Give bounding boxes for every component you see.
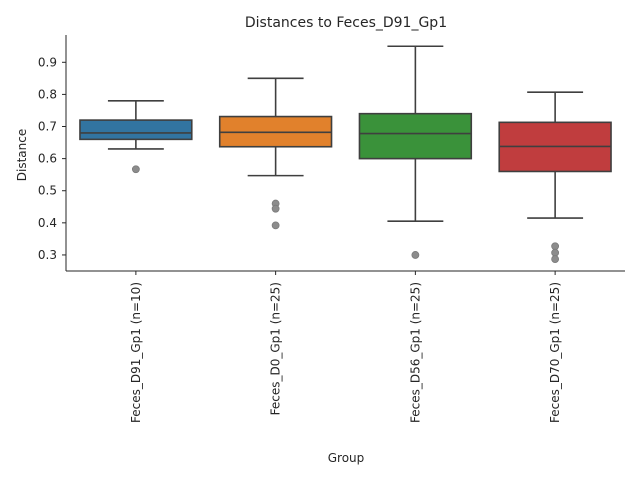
box-group	[498, 91, 612, 264]
x-tick-label: Feces_D91_Gp1 (n=10)	[129, 282, 143, 423]
x-tick-label: Feces_D56_Gp1 (n=25)	[408, 282, 422, 423]
boxes	[79, 45, 612, 264]
box-iqr	[358, 112, 473, 160]
y-tick-label: 0.6	[38, 152, 57, 166]
box-group	[218, 77, 333, 230]
outlier-point	[551, 248, 560, 257]
y-tick-label: 0.9	[38, 55, 57, 69]
x-tick-label: Feces_D70_Gp1 (n=25)	[548, 282, 562, 423]
x-tick-label: Feces_D0_Gp1 (n=25)	[269, 282, 283, 415]
outlier-point	[551, 255, 560, 264]
chart-title: Distances to Feces_D91_Gp1	[245, 15, 447, 31]
y-tick-label: 0.7	[38, 120, 57, 134]
outlier-point	[411, 251, 420, 259]
outlier-point	[271, 204, 280, 213]
x-axis-label: Group	[328, 451, 365, 465]
y-axis-ticks: 0.3 0.4 0.5 0.6 0.7 0.8 0.9	[38, 55, 66, 262]
outlier-point	[131, 165, 140, 174]
y-tick-label: 0.5	[38, 184, 57, 198]
box-group	[79, 100, 193, 174]
outlier-point	[271, 221, 280, 230]
y-axis-label: Distance	[15, 129, 29, 181]
box-group	[358, 45, 473, 259]
y-tick-label: 0.4	[38, 216, 57, 230]
outlier-point	[551, 242, 560, 251]
y-tick-label: 0.8	[38, 87, 57, 101]
box-iqr	[79, 119, 193, 141]
y-tick-label: 0.3	[38, 248, 57, 262]
x-axis-ticks: Feces_D91_Gp1 (n=10) Feces_D0_Gp1 (n=25) F…	[129, 271, 562, 423]
